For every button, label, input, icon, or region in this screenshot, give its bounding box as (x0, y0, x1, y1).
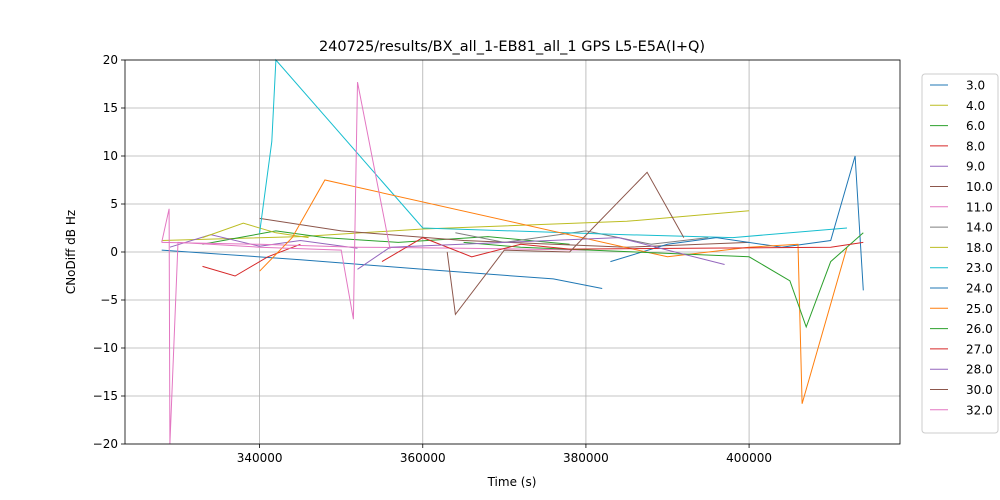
chart-title: 240725/results/BX_all_1-EB81_all_1 GPS L… (319, 39, 705, 55)
legend-label: 10.0 (966, 180, 993, 194)
y-axis-title: CNoDiff dB Hz (64, 210, 78, 294)
legend-label: 23.0 (966, 261, 993, 275)
series-line-26.0 (463, 232, 864, 329)
y-tick-label: 15 (103, 101, 118, 115)
legend-label: 25.0 (966, 302, 993, 316)
x-tick-label: 380000 (563, 451, 609, 465)
legend-label: 27.0 (966, 342, 993, 356)
x-tick-label: 360000 (400, 451, 446, 465)
series-line-30.0 (446, 171, 685, 316)
legend-label: 4.0 (966, 99, 985, 113)
x-axis: 340000 360000 380000 400000 (237, 444, 772, 465)
x-tick-label: 400000 (726, 451, 772, 465)
legend-label: 30.0 (966, 383, 993, 397)
x-tick-label: 340000 (237, 451, 283, 465)
y-tick-label: 0 (110, 245, 118, 259)
y-tick-label: −20 (93, 437, 118, 451)
y-tick-label: 20 (103, 53, 118, 67)
y-tick-label: −5 (100, 293, 118, 307)
series-line-25.0 (259, 179, 848, 404)
legend-label: 3.0 (966, 79, 985, 93)
series-line-9.0 (169, 234, 358, 249)
legend-frame (921, 73, 999, 434)
series-line-10.0 (259, 217, 750, 248)
legend-label: 9.0 (966, 160, 985, 174)
series-line-3.0 (161, 249, 603, 289)
grid-layer (125, 59, 900, 445)
series-line-18.0 (202, 222, 309, 239)
legend-label: 26.0 (966, 322, 993, 336)
legend-label: 14.0 (966, 221, 993, 235)
legend-label: 24.0 (966, 282, 993, 296)
series-line-28.0 (357, 237, 725, 270)
series-layer (161, 58, 864, 445)
legend-label: 6.0 (966, 119, 985, 133)
legend-label: 32.0 (966, 403, 993, 417)
legend: 3.0 4.0 6.0 8.0 9.0 10.0 11.0 14.0 18.0 23.0 24.0 2… (921, 73, 999, 434)
series-line-14.0 (455, 230, 709, 245)
series-line-8.0 (202, 243, 301, 277)
series-line-32.0 (161, 82, 391, 445)
series-line-4.0 (161, 210, 750, 241)
y-tick-label: −15 (93, 389, 118, 403)
y-tick-label: −10 (93, 341, 118, 355)
x-axis-title: Time (s) (487, 475, 537, 489)
series-line-6.0 (202, 230, 570, 245)
legend-label: 8.0 (966, 139, 985, 153)
series-line-11.0 (161, 241, 586, 251)
series-line-27.0 (381, 237, 864, 263)
legend-label: 18.0 (966, 241, 993, 255)
series-line-24.0 (610, 155, 864, 291)
legend-label: 28.0 (966, 363, 993, 377)
series-line-23.0 (259, 58, 848, 239)
y-tick-label: 10 (103, 149, 118, 163)
y-tick-label: 5 (110, 197, 118, 211)
y-axis: −20 −15 −10 −5 0 5 10 15 20 (93, 53, 125, 451)
legend-label: 11.0 (966, 200, 993, 214)
